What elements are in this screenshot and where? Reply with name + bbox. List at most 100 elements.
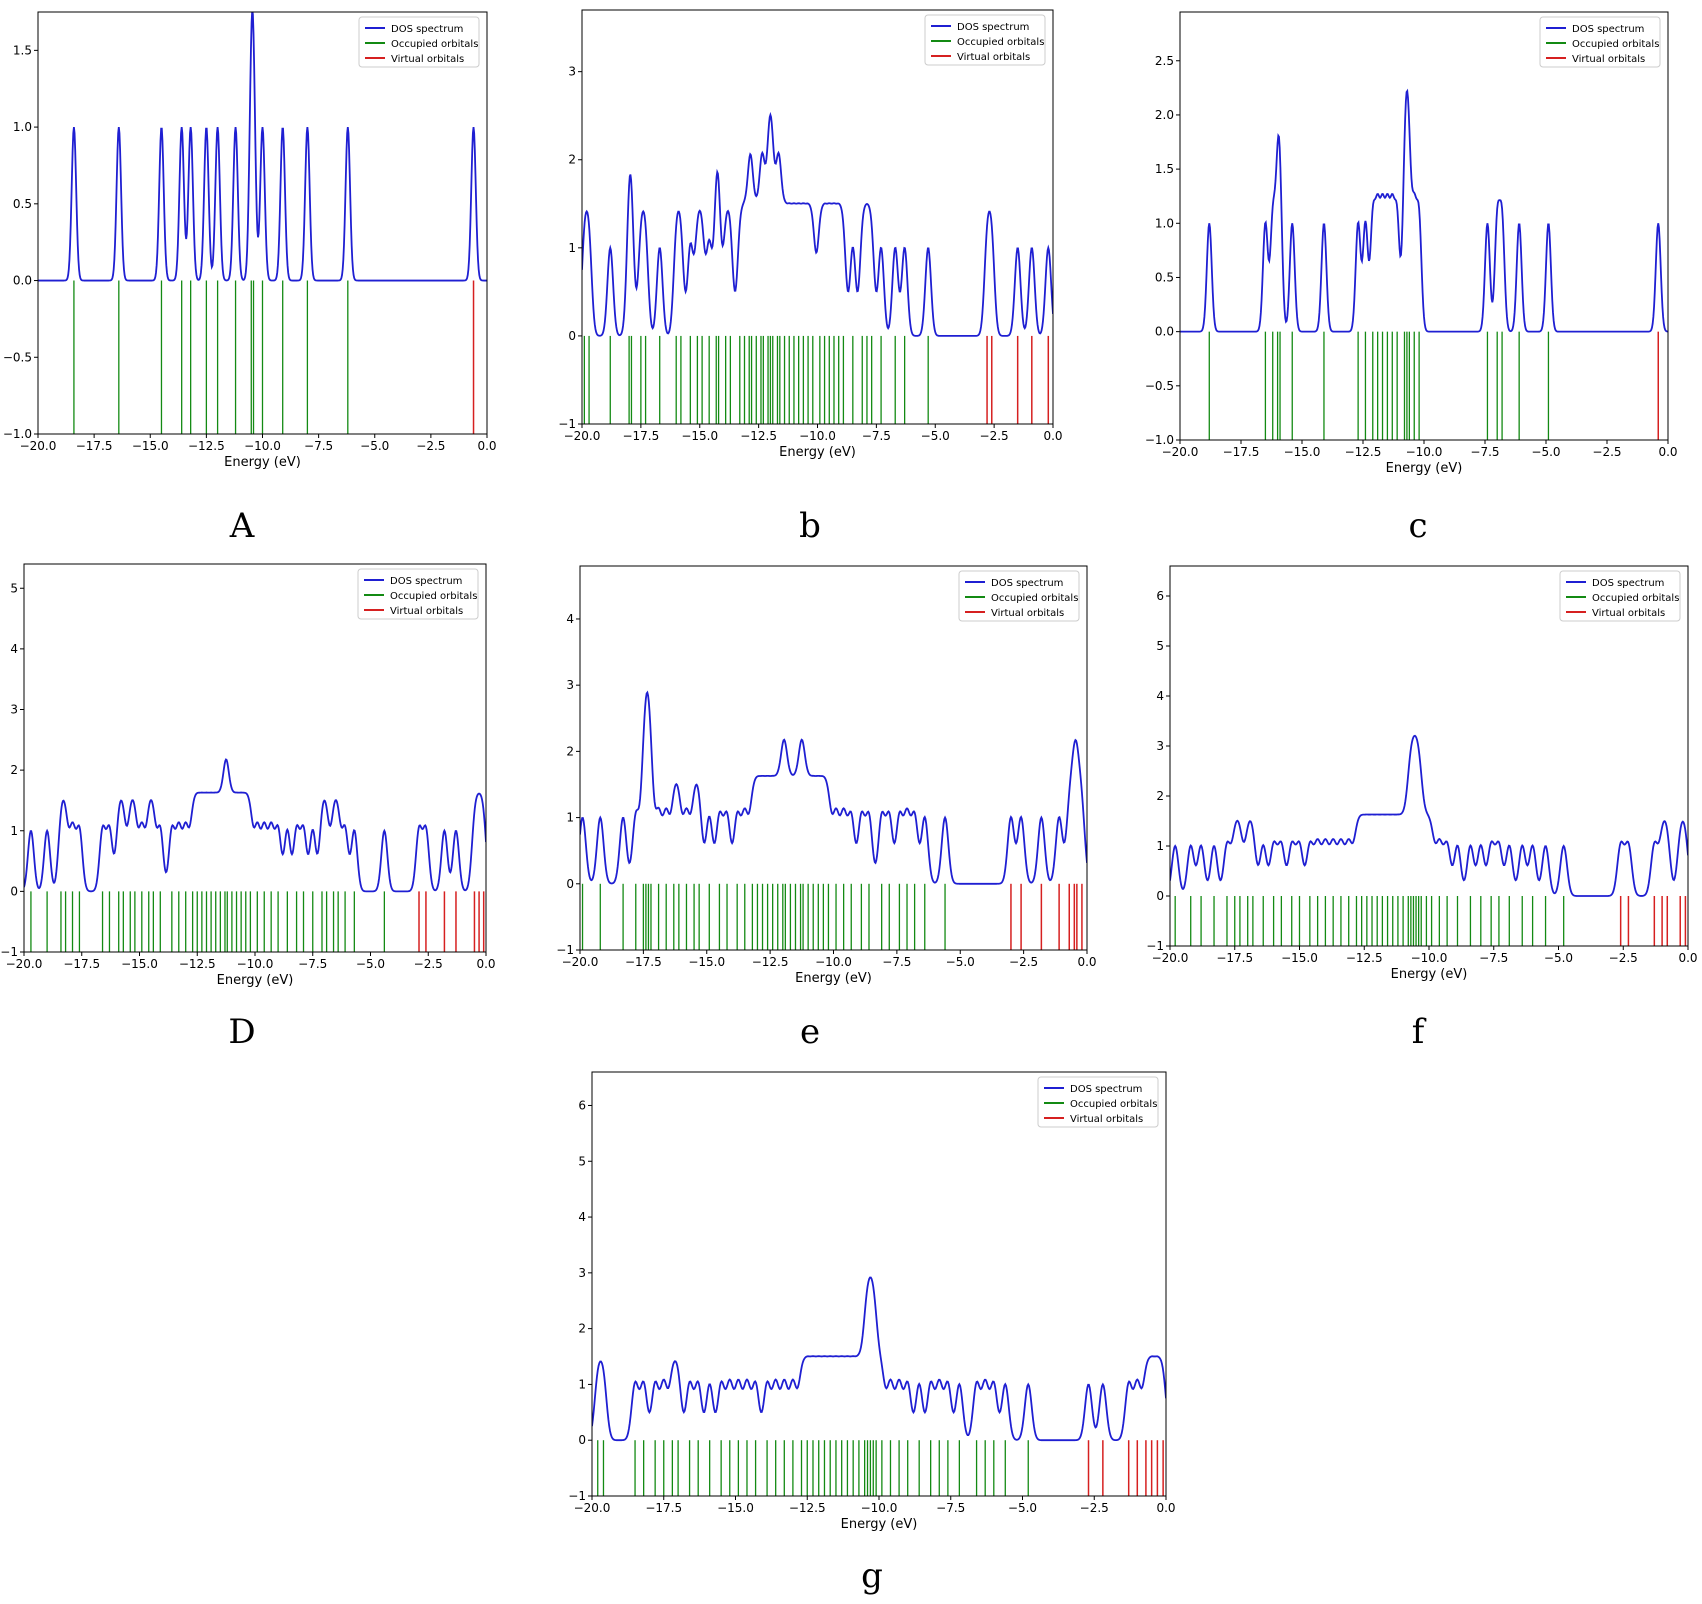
legend-virtual-label: Virtual orbitals [391,54,464,65]
x-tick-label: −7.5 [936,1501,965,1515]
legend-dos-label: DOS spectrum [390,576,462,587]
legend: DOS spectrum Occupied orbitals Virtual orb… [1559,570,1681,622]
y-tick-label: 1.0 [13,120,32,134]
axes-frame [1179,11,1669,441]
y-tick-label: 1 [1156,839,1164,853]
x-tick-label: −20.0 [562,955,599,969]
y-tick-label: −1 [568,1489,586,1503]
y-tick-label: 3 [578,1266,586,1280]
x-tick-label: −7.5 [1470,445,1499,459]
legend-virtual-label: Virtual orbitals [1572,54,1645,65]
legend: DOS spectrum Occupied orbitals Virtual orb… [1037,1076,1159,1128]
y-tick-label: 0 [566,877,574,891]
x-tick-label: −12.5 [1346,951,1383,965]
orbital-sticks [1174,896,1687,946]
y-tick-label: 6 [1156,589,1164,603]
orbital-sticks [1208,331,1659,440]
y-tick-label: 3 [566,678,574,692]
x-tick-label: −20.0 [564,429,601,443]
legend-occupied-label: Occupied orbitals [1070,1099,1157,1110]
x-axis-label: Energy (eV) [779,445,856,460]
legend-occupied-label: Occupied orbitals [957,37,1044,48]
x-tick-label: −20.0 [1152,951,1189,965]
x-tick-label: −10.0 [1411,951,1448,965]
x-tick-label: −15.0 [717,1501,754,1515]
x-tick-label: −10.0 [237,957,274,971]
panel-label-A: A [229,506,255,546]
axes-frame [23,563,487,953]
dos-spectrum-line [1180,88,1668,333]
x-axis-label: Energy (eV) [795,971,872,986]
y-tick-label: 4 [566,612,574,626]
x-tick-label: −5.0 [946,955,975,969]
dos-spectrum-line [592,1276,1166,1442]
y-tick-label: 1.5 [13,43,32,57]
y-tick-label: 1 [566,811,574,825]
legend-virtual-label: Virtual orbitals [957,52,1030,63]
y-tick-label: 0.5 [13,197,32,211]
x-tick-label: −20.0 [574,1501,611,1515]
x-tick-label: −7.5 [862,429,891,443]
chart-panel-g: −20.0 −17.5 −15.0 −12.5 −10.0 −7.5 −5.0 −2.5 0.0… [568,1071,1176,1532]
x-tick-label: −20.0 [20,439,57,453]
x-tick-label: 0.0 [1043,429,1062,443]
y-tick-label: 5 [10,581,18,595]
x-tick-label: 0.0 [1156,1501,1175,1515]
legend-virtual-label: Virtual orbitals [1592,608,1665,619]
legend-occupied-label: Occupied orbitals [1572,39,1659,50]
panel-label-e: e [799,1012,821,1052]
y-tick-label: 2 [10,763,18,777]
chart-panel-c: −20.0 −17.5 −15.0 −12.5 −10.0 −7.5 −5.0 −2.5 0.0… [1145,11,1678,476]
x-tick-label: −2.5 [1009,955,1038,969]
panel-label-b: b [799,506,821,546]
x-tick-label: −2.5 [416,439,445,453]
y-tick-label: 6 [578,1098,586,1112]
x-tick-label: −12.5 [188,439,225,453]
x-tick-label: −10.0 [244,439,281,453]
y-tick-label: 4 [578,1210,586,1224]
x-tick-label: −17.5 [63,957,100,971]
x-tick-label: −5.0 [360,439,389,453]
x-tick-label: 0.0 [1077,955,1096,969]
x-tick-label: −5.0 [921,429,950,443]
x-tick-label: −2.5 [1609,951,1638,965]
x-tick-label: −17.5 [645,1501,682,1515]
x-axis-label: Energy (eV) [224,455,301,470]
legend-dos-label: DOS spectrum [1572,24,1644,35]
legend-box [1037,1076,1159,1128]
dos-spectrum-line [1170,734,1688,897]
orbital-sticks [597,1440,1164,1496]
y-tick-label: −1 [556,943,574,957]
x-tick-label: −5.0 [1008,1501,1037,1515]
orbital-sticks [30,891,485,952]
legend-box [924,14,1046,66]
y-tick-label: 1 [568,241,576,255]
legend-occupied-label: Occupied orbitals [991,593,1078,604]
y-tick-label: 1.0 [1155,216,1174,230]
legend-box [1559,570,1681,622]
legend-box [958,570,1080,622]
chart-panel-A: −20.0 −17.5 −15.0 −12.5 −10.0 −7.5 −5.0 −2.5 0.0… [3,11,497,470]
y-tick-label: 2 [578,1322,586,1336]
chart-panel-D: −20.0 −17.5 −15.0 −12.5 −10.0 −7.5 −5.0 −2.5 0.0… [0,563,496,988]
chart-panel-b: −20.0 −17.5 −15.0 −12.5 −10.0 −7.5 −5.0 −2.5 0.0… [558,9,1063,460]
x-tick-label: −10.0 [861,1501,898,1515]
x-tick-label: −15.0 [132,439,169,453]
y-tick-label: −1 [1146,939,1164,953]
x-tick-label: 0.0 [1678,951,1697,965]
orbital-sticks [581,883,1083,950]
chart-panel-f: −20.0 −17.5 −15.0 −12.5 −10.0 −7.5 −5.0 −2.5 0.0… [1146,565,1698,982]
legend-box [358,16,480,68]
x-tick-label: −5.0 [1531,445,1560,459]
legend-virtual-label: Virtual orbitals [390,606,463,617]
x-tick-label: −17.5 [1216,951,1253,965]
panel-label-g: g [861,1556,883,1596]
y-tick-label: 4 [1156,689,1164,703]
legend-dos-label: DOS spectrum [957,22,1029,33]
legend: DOS spectrum Occupied orbitals Virtual orb… [1539,16,1661,68]
x-tick-label: 0.0 [1658,445,1677,459]
x-tick-label: −12.5 [179,957,216,971]
legend-box [357,568,479,620]
x-tick-label: −17.5 [622,429,659,443]
